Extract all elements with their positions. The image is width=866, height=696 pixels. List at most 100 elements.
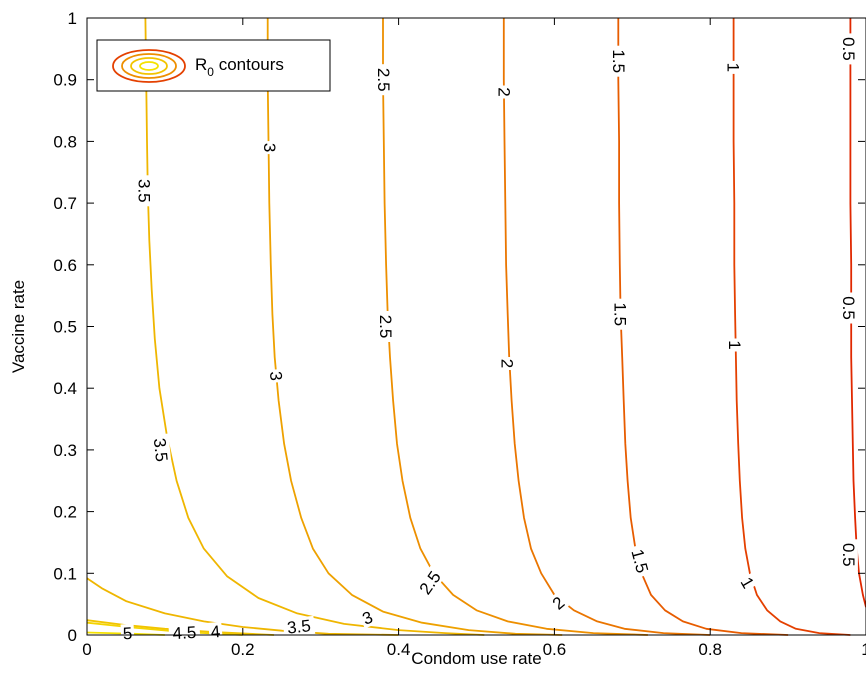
- contour-label-bg: [839, 539, 858, 571]
- contour-lines: [86, 17, 866, 636]
- contour-label-group: 2.5: [376, 311, 396, 342]
- contour-label-group: 2.5: [374, 64, 393, 96]
- contour-line-3: [266, 18, 563, 636]
- contour-label-group: 1.5: [611, 298, 630, 330]
- x-tick-label: 0.8: [698, 640, 722, 659]
- contour-label-group: 1.5: [627, 543, 653, 579]
- contour-label: 2.5: [376, 315, 395, 339]
- contour-label: 1.5: [611, 302, 630, 326]
- contour-label-bg: [377, 311, 396, 342]
- y-tick-label: 1: [68, 9, 77, 28]
- contour-label-group: 3.5: [135, 175, 154, 207]
- contour-label: 2.5: [374, 68, 393, 92]
- contour-line-2: [502, 18, 711, 636]
- x-tick-label: 0.2: [231, 640, 255, 659]
- plot-frame: [86, 17, 866, 636]
- legend-swatch-ellipse: [130, 57, 168, 75]
- contour-label-bg: [724, 60, 743, 74]
- contour-label: 3: [266, 370, 286, 381]
- contour-label-bg: [282, 615, 316, 637]
- contour-label-bg: [266, 368, 286, 384]
- contour-label-bg: [413, 564, 447, 601]
- contour-label-group: 3.5: [282, 615, 316, 638]
- contour-label: 3.5: [150, 437, 171, 462]
- contour-label: 2: [498, 359, 517, 368]
- contour-label-group: 0.5: [839, 33, 858, 65]
- contour-label-bg: [135, 175, 154, 207]
- contour-label-group: 3: [260, 141, 280, 155]
- contour-label: 5: [122, 624, 132, 643]
- contour-label-bg: [611, 298, 630, 330]
- contour-label-group: 5: [120, 623, 135, 643]
- contour-line-1: [732, 18, 851, 636]
- contour-label: 3.5: [135, 179, 154, 203]
- x-tick-label: 0.6: [543, 640, 567, 659]
- y-tick-label: 0.6: [53, 256, 77, 275]
- x-tick-label: 0: [82, 640, 91, 659]
- contour-labels: 5 4.5 4 3.53.53.53332.52.52.52221.51.51.511…: [120, 33, 858, 643]
- contour-label-bg: [726, 338, 745, 352]
- contour-label-group: 3: [358, 606, 377, 629]
- contour-label: 0.5: [839, 296, 858, 320]
- contour-label-bg: [736, 572, 759, 593]
- contour-label-bg: [495, 85, 514, 99]
- legend-swatch-ellipse: [121, 53, 177, 79]
- contour-label: 1: [724, 63, 743, 72]
- contour-label: 4.5: [172, 623, 197, 643]
- contour-label-group: 3.5: [150, 433, 172, 467]
- contour-label-bg: [120, 623, 135, 643]
- contour-label-bg: [374, 64, 393, 96]
- contour-label-bg: [627, 543, 653, 579]
- contour-label-bg: [150, 433, 172, 467]
- contour-label: 3: [260, 143, 279, 152]
- legend-swatch-ellipse: [139, 61, 159, 71]
- contour-line-3.5: [144, 17, 485, 636]
- contour-label-group: 2: [547, 591, 570, 614]
- contour-label-group: 0.5: [839, 292, 858, 324]
- axis-ticks: 0 0.2 0.4 0.6 0.8 1 0 0.1 0.2 0.3 0.4 0.5 0.6 0.7 0.8 0…: [53, 9, 866, 659]
- legend-label-subscript: 0: [207, 65, 214, 79]
- contour-label: 4: [210, 622, 221, 642]
- contour-line-1.5: [617, 18, 789, 636]
- contour-line-0.5: [849, 18, 866, 608]
- contour-label-bg: [610, 45, 629, 77]
- contour-label-group: 2: [495, 85, 514, 99]
- contour-label-group: 4.5: [168, 622, 201, 643]
- contour-label-bg: [498, 357, 517, 370]
- contour-label: 2: [495, 87, 514, 96]
- contour-line-2.5: [382, 18, 648, 636]
- contour-label-bg: [358, 606, 377, 629]
- contour-label-group: 1: [736, 572, 759, 593]
- contour-label-group: 1: [725, 338, 745, 352]
- contour-label-bg: [839, 33, 858, 65]
- y-axis-label: Vaccine rate: [9, 280, 28, 373]
- contour-label-bg: [168, 622, 201, 643]
- y-tick-label: 0.9: [53, 71, 77, 90]
- contour-label-group: 1.5: [609, 45, 629, 77]
- y-tick-label: 0.4: [53, 379, 77, 398]
- y-tick-label: 0.1: [53, 564, 77, 583]
- x-tick-label: 0.4: [387, 640, 411, 659]
- contour-label-bg: [839, 292, 858, 324]
- contour-label-bg: [261, 141, 280, 155]
- legend-label-suffix: contours: [214, 55, 284, 74]
- contour-label: 3.5: [286, 616, 311, 637]
- legend-box: [96, 39, 331, 92]
- y-tick-label: 0.3: [53, 441, 77, 460]
- contour-label-bg: [208, 621, 223, 641]
- contour-label-group: 0.5: [839, 539, 858, 571]
- x-tick-label: 1: [861, 640, 866, 659]
- contour-label: 0.5: [839, 37, 858, 61]
- contour-label: 1.5: [609, 49, 628, 73]
- contour-label-group: 1: [724, 60, 743, 74]
- y-tick-label: 0: [68, 626, 77, 645]
- contour-label: 0.5: [839, 543, 858, 567]
- legend-swatch-ellipse: [112, 49, 186, 83]
- contour-label: 1.5: [627, 547, 651, 575]
- legend-label: R0 contours: [195, 55, 284, 79]
- y-tick-label: 0.2: [53, 503, 77, 522]
- contour-label-group: 3: [266, 368, 286, 384]
- y-tick-label: 0.5: [53, 318, 77, 337]
- y-tick-label: 0.8: [53, 132, 77, 151]
